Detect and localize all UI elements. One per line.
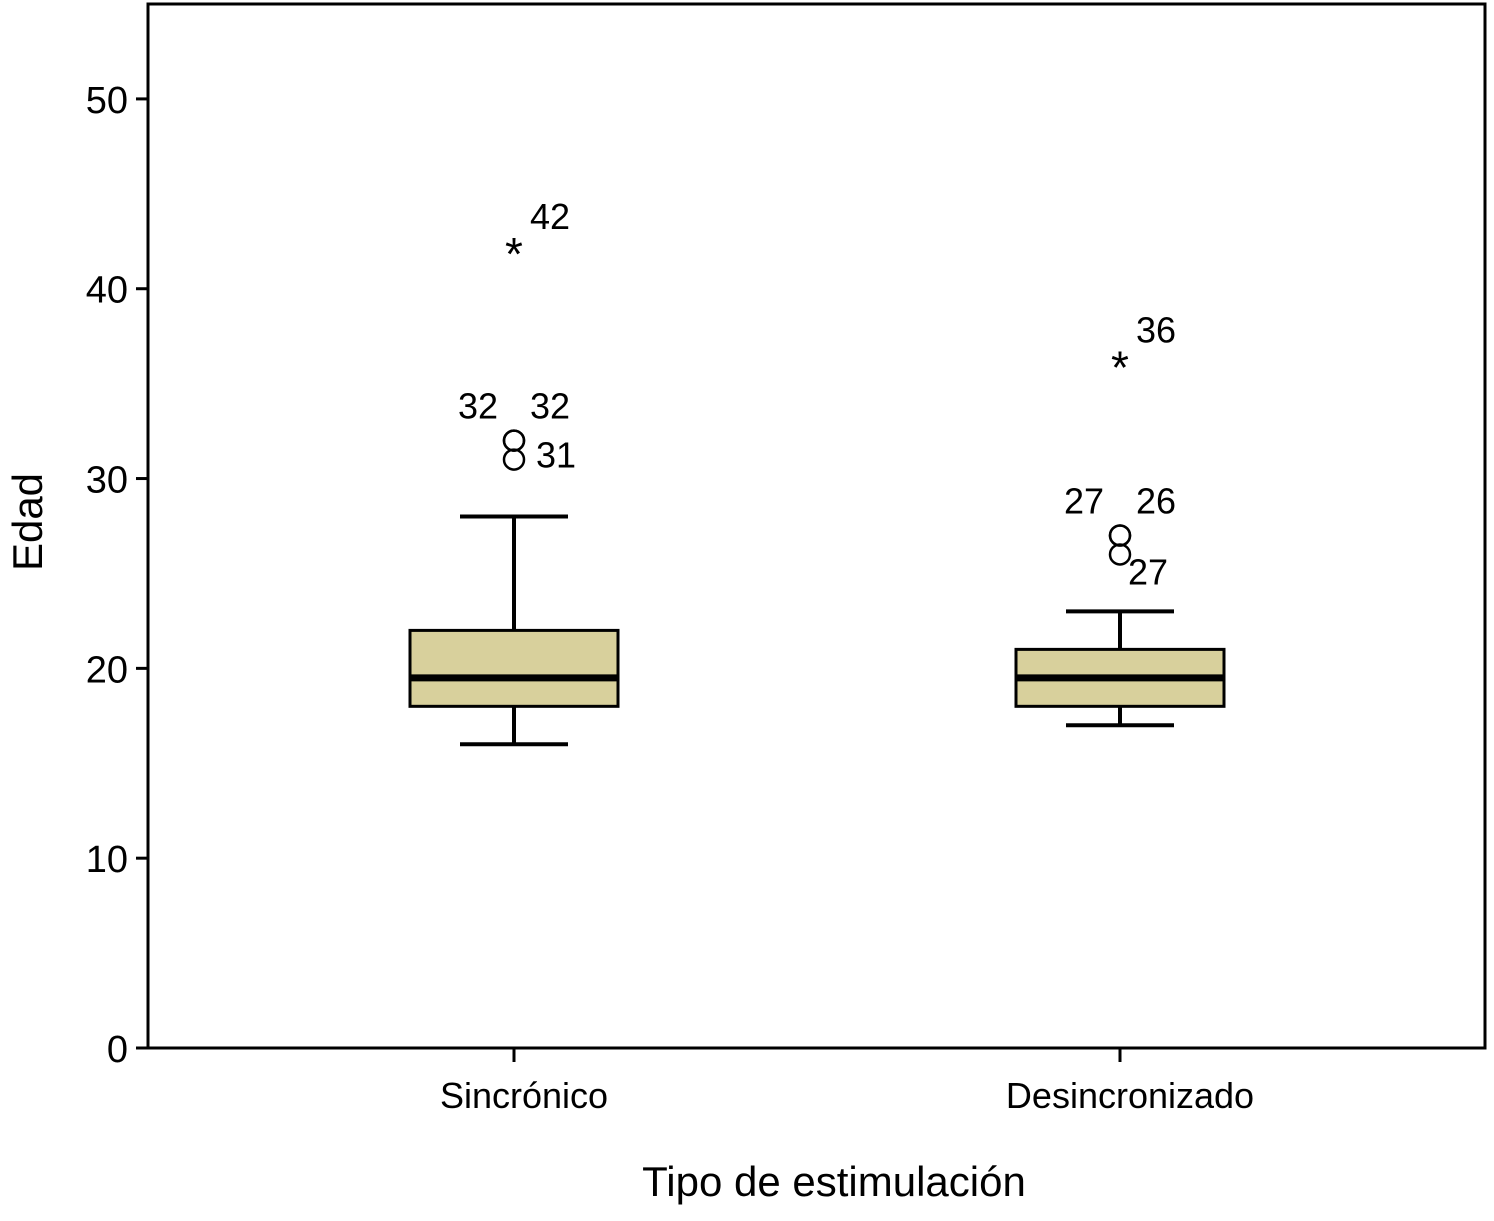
outlier-label: 32 <box>458 386 498 427</box>
y-tick-label: 20 <box>86 649 128 691</box>
outlier-circle <box>1108 524 1132 547</box>
y-tick-label: 10 <box>86 839 128 881</box>
plot-frame <box>146 2 1487 1050</box>
y-tick-label: 50 <box>86 80 128 122</box>
outlier-label: 31 <box>536 435 576 476</box>
outlier-label: 26 <box>1136 480 1176 521</box>
outlier-circle <box>1108 543 1132 566</box>
outlier-label: 32 <box>530 386 570 427</box>
x-axis-label: Tipo de estimulación <box>642 1158 1026 1205</box>
outlier-label: 42 <box>530 196 570 237</box>
y-tick-label: 0 <box>107 1029 128 1071</box>
outlier-circle <box>502 429 526 452</box>
y-tick-label: 30 <box>86 460 128 502</box>
outlier-label: 36 <box>1136 310 1176 351</box>
outlier-circle <box>502 448 526 471</box>
x-tick-label: Sincrónico <box>440 1075 608 1116</box>
y-axis-label: Edad <box>4 473 51 571</box>
extreme-outlier-star: * <box>505 228 523 280</box>
x-axis: Sincrónico Desincronizado <box>440 1048 1254 1116</box>
box-group-2: *36 27 26 27 <box>1014 310 1226 728</box>
outlier-label: 27 <box>1064 480 1104 521</box>
x-tick-label: Desincronizado <box>1006 1075 1254 1116</box>
y-tick-label: 40 <box>86 270 128 312</box>
outlier-label: 27 <box>1128 551 1168 592</box>
iqr-box <box>408 628 620 708</box>
y-axis: 0 10 20 30 40 50 <box>86 80 148 1071</box>
box-group-1: *42 32 32 31 <box>408 196 620 747</box>
extreme-outlier-star: * <box>1111 342 1129 394</box>
